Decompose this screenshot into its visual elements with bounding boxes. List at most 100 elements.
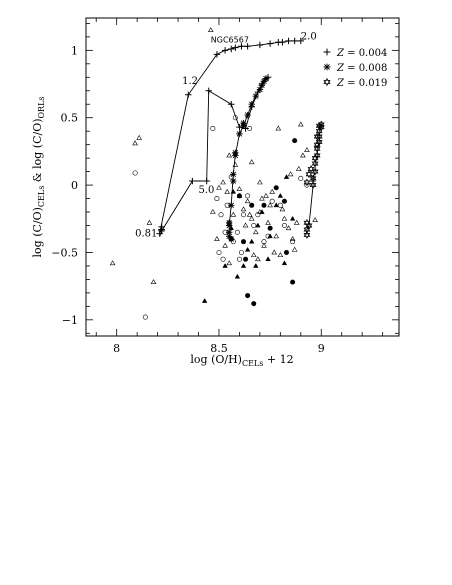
asterisk-marker xyxy=(228,202,235,209)
star-marker xyxy=(313,144,321,153)
annotation-label: 2.0 xyxy=(301,32,317,43)
open-triangle-marker xyxy=(293,219,300,225)
y-tick-label: −0.5 xyxy=(51,246,78,259)
plus-marker xyxy=(203,177,210,185)
asterisk-marker xyxy=(226,233,233,240)
plus-marker xyxy=(256,41,264,49)
filled-triangle-marker xyxy=(253,263,259,268)
filled-circle-marker xyxy=(245,293,251,299)
x-axis-title: log (O/H)CELs + 12 xyxy=(190,353,293,368)
plus-marker xyxy=(232,44,239,51)
tick-labels: 8 8.5 9 −1 −0.5 0 0.5 1 xyxy=(51,44,324,355)
asterisk-marker xyxy=(258,82,266,89)
open-circle-marker xyxy=(210,125,216,131)
asterisk-marker xyxy=(240,119,247,127)
annotation-label: NGC6567 xyxy=(211,35,249,44)
plus-marker xyxy=(238,43,245,50)
filled-triangle-marker xyxy=(228,225,234,231)
plus-marker xyxy=(279,39,286,46)
plus-marker xyxy=(323,48,331,56)
open-triangle-marker xyxy=(304,147,310,152)
legend-var: Z xyxy=(336,78,345,89)
open-triangle-marker xyxy=(109,260,116,266)
asterisk-marker xyxy=(252,92,259,100)
open-circle-marker xyxy=(238,249,244,255)
open-triangle-marker xyxy=(257,179,263,185)
asterisk-marker xyxy=(248,101,255,108)
open-circle-marker xyxy=(224,202,230,208)
open-triangle-marker xyxy=(291,246,298,252)
open-triangle-marker xyxy=(297,121,304,127)
open-triangle-marker xyxy=(244,198,251,204)
open-triangle-marker xyxy=(240,206,247,212)
star-marker xyxy=(307,165,315,173)
star-marker xyxy=(309,181,317,189)
plus-marker xyxy=(205,87,212,94)
open-circle-marker xyxy=(132,170,138,176)
asterisk-marker xyxy=(230,171,237,178)
open-circle-marker xyxy=(304,182,310,188)
open-triangle-marker xyxy=(246,211,253,217)
open-circle-marker xyxy=(281,223,287,229)
open-triangle-marker xyxy=(300,152,306,158)
y-tick-label: 0.5 xyxy=(61,112,79,125)
open-circle-marker xyxy=(255,212,261,218)
open-triangle-marker xyxy=(285,225,292,231)
open-triangle-marker xyxy=(232,161,239,167)
annotation-label: 5.0 xyxy=(199,185,215,196)
filled-triangle-marker xyxy=(230,188,237,194)
open-triangle-marker xyxy=(261,242,267,248)
open-triangle-marker xyxy=(312,217,318,223)
filled-circle-marker xyxy=(249,202,255,208)
open-circle-marker xyxy=(277,202,283,208)
open-circle-marker xyxy=(218,212,224,218)
plus-marker xyxy=(213,51,221,58)
asterisk-marker xyxy=(226,229,233,236)
filled-circle-marker xyxy=(251,301,257,307)
plus-marker xyxy=(189,177,196,185)
open-triangle-marker xyxy=(310,176,316,182)
y-tick-label: −1 xyxy=(62,314,78,327)
star-marker xyxy=(313,140,321,149)
x-tick-label: 9 xyxy=(318,342,325,355)
open-triangle-marker xyxy=(226,152,233,158)
open-triangle-marker xyxy=(287,171,294,177)
open-triangle-marker xyxy=(269,188,275,194)
open-circle-marker xyxy=(241,212,247,218)
y-axis-title-part: CELs xyxy=(37,186,46,207)
plus-marker xyxy=(266,40,274,47)
open-triangle-marker xyxy=(295,165,302,171)
filled-circle-marker xyxy=(236,193,242,199)
star-marker xyxy=(305,170,313,179)
open-circle-marker xyxy=(269,198,275,204)
open-triangle-marker xyxy=(267,202,273,208)
filled-triangle-marker xyxy=(244,246,251,252)
annotations: NGC6567 2.0 1.2 5.0 0.817 xyxy=(135,32,317,240)
open-circle-marker xyxy=(236,256,242,262)
filled-circle-marker xyxy=(281,198,287,204)
open-triangle-marker xyxy=(252,229,259,235)
open-circle-marker xyxy=(214,196,220,202)
open-triangle-marker xyxy=(207,27,214,33)
y-axis-title: log (C/O)CELs & log (C/O)ORLs xyxy=(31,97,46,258)
y-axis-title-part: & log (C/O) xyxy=(31,119,44,186)
filled-triangle-marker xyxy=(222,263,228,268)
plus-marker xyxy=(291,37,298,45)
open-circle-marker xyxy=(228,174,234,180)
y-tick-label: 0 xyxy=(71,179,78,192)
open-circle-marker xyxy=(216,249,222,255)
open-triangle-marker xyxy=(259,195,265,201)
filled-triangle-marker xyxy=(234,273,241,279)
star-marker xyxy=(303,218,311,227)
open-triangle-marker xyxy=(150,279,157,285)
asterisk-marker xyxy=(262,75,270,82)
open-triangle-marker xyxy=(248,215,255,221)
plus-marker xyxy=(285,37,292,45)
legend-value: = 0.019 xyxy=(344,78,387,89)
asterisk-marker xyxy=(256,86,264,93)
filled-triangle-marker xyxy=(277,192,284,198)
open-circle-marker xyxy=(222,229,228,235)
open-triangle-marker xyxy=(132,140,138,146)
open-triangle-marker xyxy=(146,219,153,225)
